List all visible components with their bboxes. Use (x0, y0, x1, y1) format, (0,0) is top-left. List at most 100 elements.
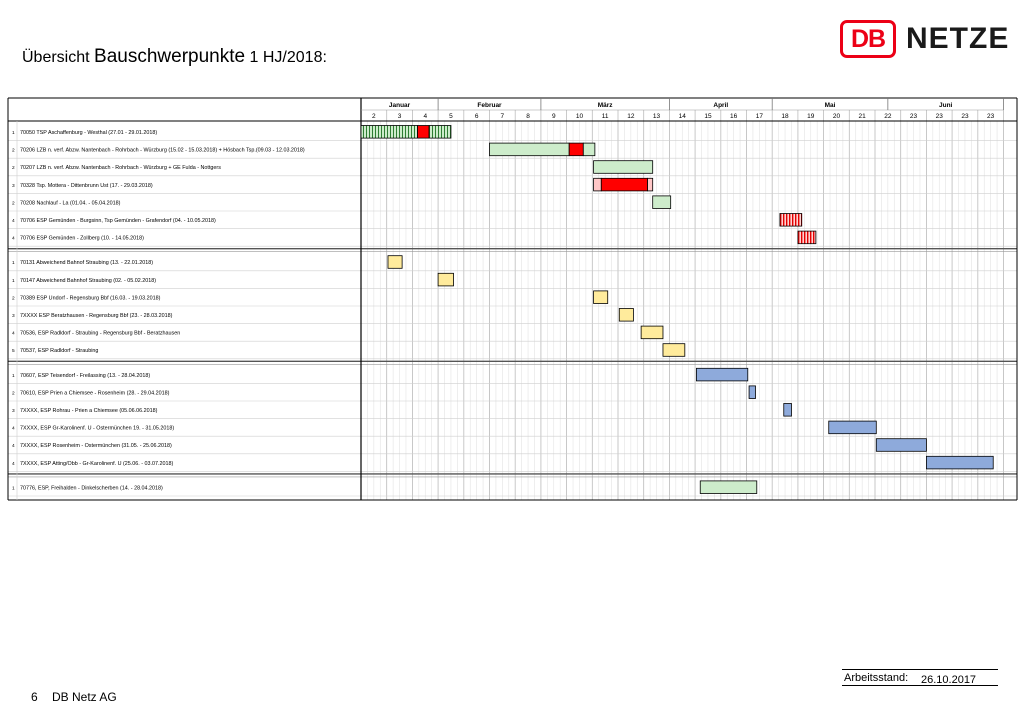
week-label: 2 (372, 113, 376, 120)
row-priority: 4 (12, 331, 15, 337)
week-label: 19 (807, 113, 815, 120)
week-label: 5 (449, 113, 453, 120)
row-label: 7XXXX, ESP Atting/Obb - Gr-Karolinenf. U… (20, 461, 174, 467)
row-label: 7XXXX, ESP Rohrau - Prien a Chiemsee (05… (20, 408, 158, 414)
week-label: 18 (781, 113, 789, 120)
gantt-bar (647, 177, 654, 192)
row-priority: 1 (12, 278, 15, 284)
week-label: 21 (859, 113, 867, 120)
gantt-grid (7, 97, 1018, 501)
week-label: 20 (833, 113, 841, 120)
gantt-bar (428, 125, 452, 139)
title-prefix: Übersicht (22, 49, 90, 66)
week-label: 6 (475, 113, 479, 120)
gantt-bar (699, 480, 758, 494)
gantt-bar (582, 142, 596, 157)
week-label: 3 (398, 113, 402, 120)
db-netze-logo: DB NETZE (840, 20, 1020, 64)
row-label: 70536, ESP Radldorf - Straubing - Regens… (20, 331, 180, 337)
week-label: 23 (987, 113, 995, 120)
gantt-bar (360, 125, 418, 139)
month-label: Februar (477, 102, 502, 109)
footer-organisation: DB Netz AG (52, 690, 117, 704)
row-priority: 5 (12, 348, 15, 354)
week-label: 15 (704, 113, 712, 120)
gantt-bars (360, 125, 994, 494)
title-suffix: 1 HJ/2018: (249, 49, 327, 66)
row-label: 7XXXX, ESP Rosenheim - Ostermünchen (31.… (20, 443, 172, 449)
row-priority: 4 (12, 218, 15, 224)
row-priority: 4 (12, 236, 15, 242)
month-label: Januar (389, 102, 411, 109)
gantt-bar (783, 403, 792, 417)
row-priority: 1 (12, 260, 15, 266)
row-label: 70147 Abweichend Bahnhof Straubing (02. … (20, 278, 156, 284)
gantt-bar (489, 142, 570, 157)
gantt-bar (593, 290, 609, 304)
week-label: 14 (679, 113, 687, 120)
row-priority: 4 (12, 426, 15, 432)
row-label: 7XXXX ESP Beratzhausen - Regensburg Bbf … (20, 313, 173, 319)
gantt-bar (797, 230, 817, 245)
row-label: 70776, ESP, Freihalden - Dinkelscherben … (20, 485, 163, 491)
row-label: 7XXXX, ESP Gr-Karolinenf. U - Ostermünch… (20, 426, 174, 432)
month-label: April (713, 102, 728, 109)
row-label: 70706 ESP Gemünden - Zollberg (10. - 14.… (20, 236, 144, 242)
stand-line-bottom (842, 685, 998, 686)
row-label: 70328 Tsp. Mottera - Dittenbrunn Ust (17… (20, 183, 153, 189)
row-priority: 3 (12, 313, 15, 319)
title-main: Bauschwerpunkte (94, 46, 246, 67)
row-label: 70610, ESP Prien a Chiemsee - Rosenheim … (20, 390, 170, 396)
row-label: 70706 ESP Gemünden - Burgsinn, Tsp Gemün… (20, 218, 216, 224)
row-label: 70131 Abweichend Bahnof Straubing (13. -… (20, 260, 153, 266)
row-label: 70537, ESP Radldorf - Straubing (20, 348, 98, 354)
month-label: Mai (825, 102, 836, 109)
gantt-bar (437, 272, 454, 287)
logo-text: NETZE (906, 22, 1010, 55)
row-priority: 2 (12, 295, 15, 301)
gantt-bar (600, 177, 648, 192)
week-label: 9 (552, 113, 556, 120)
week-label: 12 (627, 113, 635, 120)
gantt-bar (926, 455, 994, 470)
week-label: 17 (756, 113, 764, 120)
page-number: 6 (31, 690, 38, 704)
week-label: 22 (884, 113, 892, 120)
row-label: 70208 Nachlauf - La (01.04. - 05.04.2018… (20, 200, 121, 206)
row-priority: 1 (12, 373, 15, 379)
gantt-bar (662, 343, 686, 357)
row-label: 70207 LZB n. verf. Abzw. Nantenbach - Ro… (20, 165, 221, 171)
gantt-bar (640, 325, 664, 340)
week-label: 13 (653, 113, 661, 120)
db-logo-mark: DB (840, 20, 896, 58)
row-priority: 3 (12, 183, 15, 189)
week-label: 16 (730, 113, 738, 120)
week-label: 8 (526, 113, 530, 120)
row-priority: 1 (12, 130, 15, 136)
gantt-bar (779, 213, 803, 227)
row-label: 70206 LZB n. verf. Abzw. Nantenbach - Ro… (20, 148, 305, 154)
stand-label: Arbeitsstand: (844, 672, 909, 684)
row-label: 70607, ESP Teisendorf - Freilassing (13.… (20, 373, 150, 379)
month-label: Juni (939, 102, 953, 109)
gantt-bar (695, 367, 749, 382)
row-priority: 3 (12, 408, 15, 414)
row-priority: 4 (12, 461, 15, 467)
week-label: 7 (501, 113, 505, 120)
week-label: 23 (961, 113, 969, 120)
gantt-rows: 1 70050 TSP Aschaffenburg - Westhal (27.0… (12, 130, 305, 491)
row-label: 70050 TSP Aschaffenburg - Westhal (27.01… (20, 130, 157, 136)
gantt-bar (652, 195, 672, 209)
row-priority: 2 (12, 390, 15, 396)
week-label: 23 (910, 113, 918, 120)
week-label: 11 (602, 113, 609, 120)
row-priority: 4 (12, 443, 15, 449)
gantt-bar (593, 160, 654, 174)
gantt-bar (748, 385, 756, 399)
row-priority: 2 (12, 165, 15, 171)
row-priority: 2 (12, 200, 15, 206)
gantt-bar (875, 438, 927, 452)
week-label: 23 (936, 113, 944, 120)
